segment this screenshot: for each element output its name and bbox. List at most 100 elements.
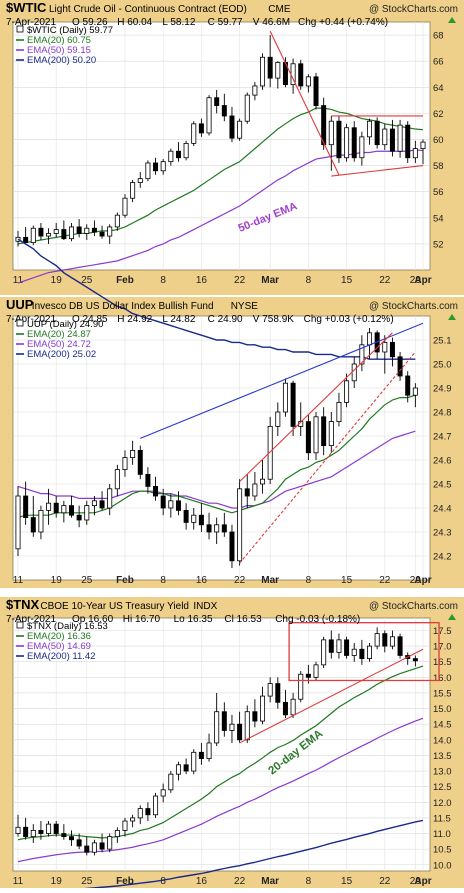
candle-body [328,120,334,146]
candle [290,692,296,718]
candle-body [389,128,395,152]
candle-body [412,658,418,662]
candle-body [38,509,44,533]
candle [214,517,220,544]
candle-body [68,226,74,240]
candle [305,74,311,93]
candle-body [130,817,136,822]
quote-field: Chg +0.03 (+0.12%) [304,314,394,325]
candle-body [237,723,243,741]
candle [420,139,426,165]
y-tick-label: 16.5 [433,657,452,668]
candle [183,503,189,530]
chart-date: 7-Apr-2021 [6,17,56,28]
candle-body [160,161,166,172]
candle-body [91,500,97,506]
candle [114,464,120,496]
candle-body [191,514,197,523]
candle [206,512,212,540]
x-tick-label: 22 [234,575,246,586]
candle-body [53,823,59,834]
candle [382,123,388,150]
candle-body [84,505,90,521]
candle-body [367,332,373,346]
candle [237,118,243,141]
x-tick-label: Apr [414,876,431,887]
chart-exchange: NYSE [231,301,259,312]
candle-body [30,829,36,838]
candle-body [305,673,311,678]
candle [23,817,29,840]
y-tick-label: 10.0 [433,860,452,871]
candle [229,524,235,568]
quote-field: V 46.6M [253,17,290,28]
candle-body [290,698,296,716]
candle-body [175,150,181,159]
candle [389,119,395,157]
candle-body [229,115,235,139]
candle [336,633,342,659]
candle-body [23,495,29,519]
candle [61,500,67,523]
x-tick-label: 8 [160,275,166,286]
candle [267,416,273,484]
candle [191,121,197,146]
candle-body [114,829,120,838]
candle-body [84,845,90,853]
candle-body [260,478,266,485]
x-tick-label: 19 [51,275,63,286]
candle-body [321,105,327,146]
legend-entry: $WTIC (Daily) 59.77 [27,25,113,36]
candle [336,392,342,427]
candle-body [237,120,243,139]
change-arrow-icon [448,614,456,620]
candle-body [160,495,166,509]
candle-body [374,120,380,146]
x-tick-label: 8 [160,575,166,586]
candle [374,117,380,149]
candle [389,337,395,367]
candle [168,493,174,518]
x-tick-label: 29 [410,275,422,286]
legend-entry: EMA(20) 16.36 [27,631,91,642]
candle-body [221,524,227,533]
candle [405,371,411,403]
candle-body [38,227,44,237]
candle-body [191,123,197,144]
candle [145,160,151,182]
candle-body [412,148,418,159]
legend-entry: $TNX (Daily) 16.53 [27,621,108,632]
candle [214,89,220,114]
candle-body [84,227,90,234]
candle [374,627,380,650]
candle-body [313,664,319,678]
candle-body [206,742,212,759]
candle-body [305,421,311,454]
candle-body [153,162,159,172]
candle-body [145,162,151,180]
candle-body [267,683,273,697]
y-tick-label: 58 [433,161,444,172]
candle [99,833,105,853]
candle-body [107,836,113,850]
candle [153,476,159,501]
y-tick-label: 12.0 [433,798,452,809]
candle [68,830,74,847]
quote-field: L 24.82 [162,314,195,325]
candle-body [68,505,74,516]
candle [298,671,304,703]
x-tick-label: 25 [81,876,93,887]
legend-swatch [16,621,24,629]
watermark: @ StockCharts.com [369,301,458,312]
candle-body [107,226,113,237]
candle-body [53,229,59,234]
candle-body [137,449,143,475]
candle [359,131,365,166]
candle [252,472,258,501]
y-tick-label: 66 [433,57,444,68]
candle [61,824,67,840]
candle-body [168,500,174,509]
candle-body [313,416,319,454]
candle [53,223,59,238]
